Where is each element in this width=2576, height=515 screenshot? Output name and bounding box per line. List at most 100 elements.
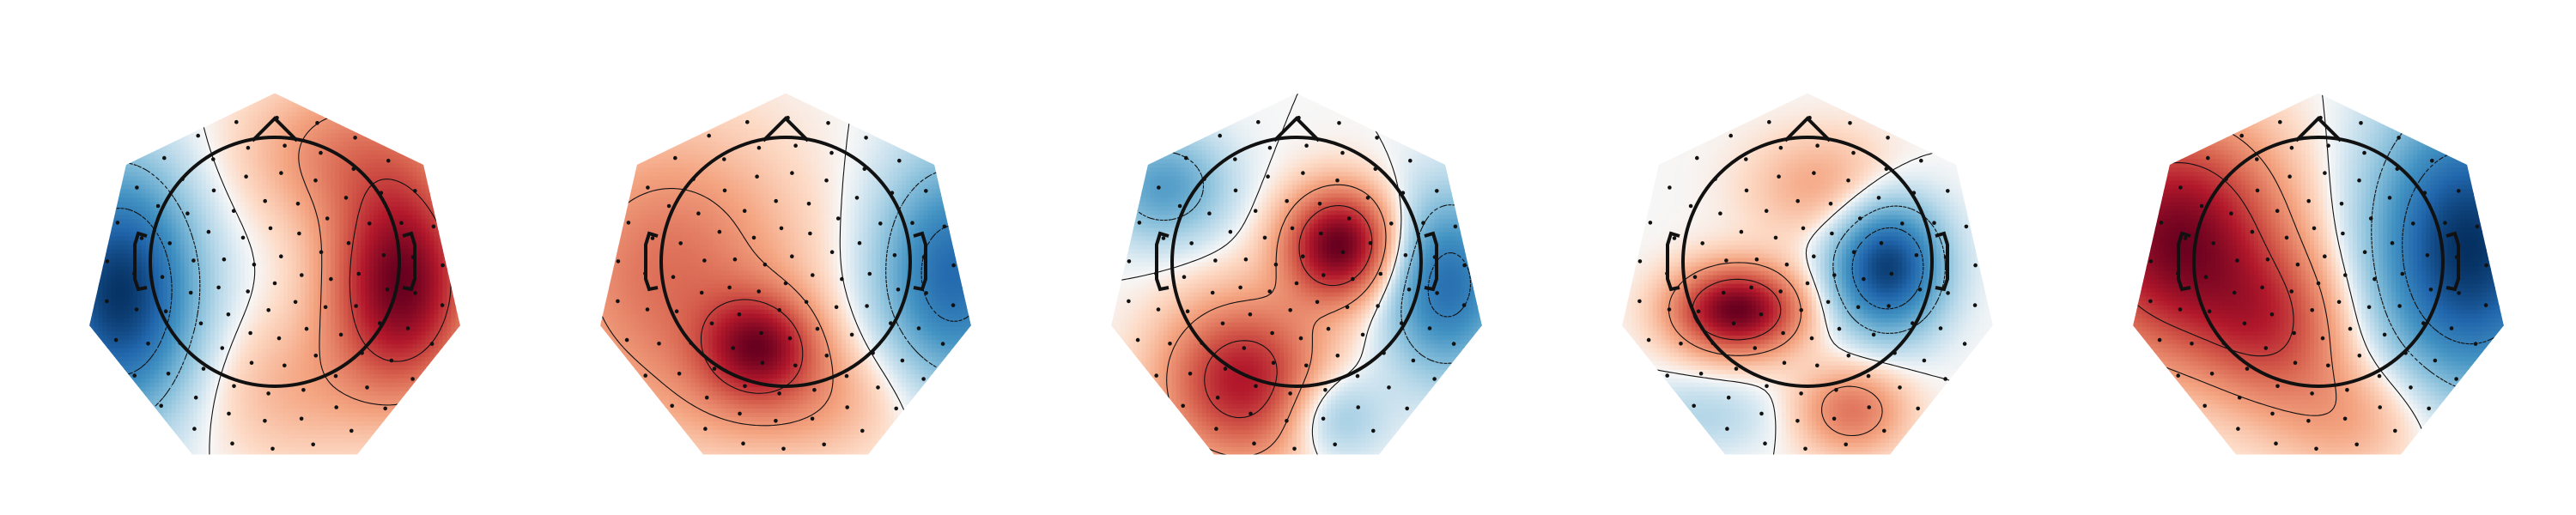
sensor-marker: [2326, 363, 2330, 368]
sensor-marker: [811, 273, 815, 277]
sensor-marker: [793, 363, 798, 368]
sensor-marker: [646, 185, 650, 190]
sensor-marker: [1298, 336, 1303, 341]
sensor-marker: [293, 300, 298, 305]
left-ear-marker: [2177, 231, 2191, 292]
sensor-marker: [2387, 196, 2392, 200]
sensor-marker: [1826, 300, 1831, 305]
sensor-marker: [1799, 391, 1803, 396]
sensor-marker: [2306, 419, 2311, 423]
sensor-marker: [354, 304, 358, 308]
topomap-panel-1: [52, 0, 498, 515]
sensor-marker: [2362, 150, 2366, 155]
sensor-marker: [246, 289, 250, 294]
topomap-field: [1622, 93, 1993, 455]
sensor-marker: [343, 196, 349, 200]
sensor-marker: [2366, 305, 2372, 310]
sensor-marker: [105, 259, 110, 264]
sensor-marker: [1724, 258, 1728, 263]
sensor-marker: [1726, 395, 1731, 400]
sensor-marker: [2362, 250, 2367, 255]
sensor-marker: [311, 442, 316, 447]
sensor-marker: [279, 254, 283, 259]
sensor-marker: [263, 198, 267, 203]
contour-line: [1851, 227, 1924, 310]
sensor-marker: [1784, 262, 1789, 267]
sensor-marker: [2235, 258, 2239, 263]
sensor-marker: [191, 258, 196, 263]
sensor-marker: [2148, 299, 2153, 304]
sensor-marker: [1795, 198, 1800, 203]
sensor-marker: [1188, 372, 1193, 376]
sensor-marker: [188, 290, 193, 295]
sensor-marker: [1218, 133, 1222, 138]
left-ear-marker: [133, 231, 148, 292]
sensor-marker: [2397, 304, 2402, 308]
sensor-marker: [645, 307, 650, 312]
sensor-marker: [1182, 275, 1187, 280]
sensor-marker: [283, 363, 287, 368]
sensor-marker: [677, 372, 682, 376]
sensor-marker: [2278, 119, 2282, 124]
sensor-marker: [413, 189, 417, 193]
topomap-svg: [2133, 93, 2504, 455]
sensor-marker: [1371, 428, 1376, 433]
sensor-marker: [2202, 403, 2207, 409]
sensor-marker: [1301, 171, 1305, 175]
sensor-marker: [1812, 254, 1816, 259]
head-outline: [644, 116, 927, 388]
sensor-marker: [737, 312, 742, 317]
sensor-marker: [115, 221, 120, 225]
sensor-marker: [1962, 342, 1967, 346]
sensor-marker: [135, 185, 139, 190]
sensor-marker: [313, 354, 319, 358]
sensor-marker: [2457, 291, 2461, 295]
sensor-marker: [1403, 253, 1408, 258]
sensor-marker: [1725, 427, 1729, 431]
sensor-marker: [220, 346, 225, 350]
sensor-marker: [709, 321, 714, 326]
sensor-marker: [211, 157, 216, 161]
sensor-marker: [2378, 405, 2382, 409]
sensor-marker: [845, 405, 849, 409]
sensor-marker: [790, 254, 794, 259]
sensor-marker: [707, 133, 711, 138]
sensor-marker: [756, 289, 761, 294]
sensor-marker: [1972, 303, 1978, 307]
sensor-marker: [1731, 321, 1736, 326]
sensor-marker: [1866, 373, 1871, 379]
sensor-marker: [365, 385, 369, 390]
sensor-marker: [1389, 221, 1394, 226]
sensor-marker: [167, 241, 172, 245]
sensor-marker: [192, 427, 197, 431]
sensor-marker: [738, 411, 742, 416]
sensor-marker: [1220, 321, 1225, 326]
sensor-marker: [1233, 157, 1237, 161]
sensor-marker: [2269, 312, 2275, 317]
sensor-marker: [1919, 158, 1923, 163]
sensor-marker: [2293, 360, 2298, 366]
sensor-marker: [268, 226, 273, 231]
sensor-marker: [829, 150, 834, 155]
sensor-marker: [1672, 236, 1677, 240]
nose-marker: [1783, 116, 1832, 142]
sensor-marker: [163, 309, 168, 314]
sensor-marker: [2425, 253, 2430, 258]
sensor-marker: [1337, 121, 1341, 125]
sensor-marker: [1157, 185, 1161, 190]
sensor-marker: [722, 157, 726, 161]
topomap-panel-5: [2095, 0, 2542, 515]
sensor-marker: [1799, 308, 1803, 312]
sensor-marker: [722, 188, 727, 193]
sensor-marker: [897, 158, 902, 163]
sensor-marker: [2368, 216, 2373, 221]
right-ear-marker: [2445, 231, 2460, 292]
sensor-marker: [252, 262, 257, 267]
sensor-marker: [1692, 403, 1696, 409]
sensor-marker: [329, 276, 333, 282]
sensor-marker: [1387, 385, 1391, 390]
sensor-marker: [198, 321, 204, 326]
sensor-marker: [193, 395, 198, 400]
sensor-marker: [334, 405, 339, 409]
sensor-marker: [1223, 367, 1228, 371]
